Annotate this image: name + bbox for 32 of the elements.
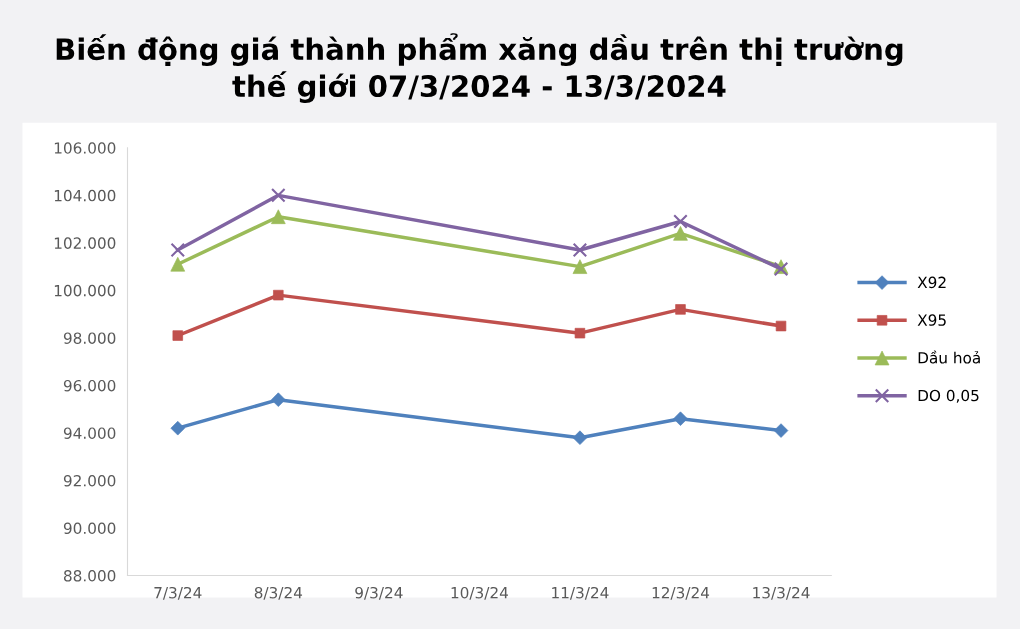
y-tick-label: 104.000 [54, 189, 116, 202]
point [273, 289, 284, 301]
y-tick-label: 102.000 [54, 237, 116, 249]
x-tick-label: 9/3/24 [355, 586, 403, 600]
legend-label: DO 0,05 [918, 389, 979, 403]
point [572, 430, 588, 445]
x-tick-label: 10/3/24 [451, 586, 508, 600]
y-tick-label: 96.000 [63, 379, 116, 392]
x-tick-label: 11/3/24 [552, 586, 609, 600]
x-tick-label: 12/3/24 [652, 586, 710, 600]
y-tick-label: 106.000 [54, 142, 116, 154]
y-tick-label: 92.000 [63, 474, 116, 487]
point [574, 327, 586, 339]
point [170, 242, 186, 258]
y-tick-label: 100.000 [54, 284, 116, 297]
chart-title: Biến động giá thành phẩm xăng dầu trên thị trường thế giới 07/3/2024 - 13/3/2024 [56, 33, 903, 103]
y-tick-label: 88.000 [63, 570, 116, 582]
y-tick-label: 90.000 [63, 522, 116, 535]
legend-label: X95 [917, 314, 946, 326]
x-tick-label: 7/3/24 [154, 586, 202, 600]
point [673, 214, 688, 229]
point [271, 209, 286, 225]
legend-label: X92 [917, 276, 946, 289]
point [271, 188, 286, 203]
x-tick-label: 8/3/24 [254, 586, 303, 600]
point [773, 423, 789, 438]
point [673, 411, 688, 426]
legend-label: Dầu hoả [918, 350, 980, 364]
y-tick-label: 94.000 [63, 427, 116, 439]
x-tick-label: 13/3/24 [753, 586, 810, 600]
point [572, 242, 588, 258]
y-tick-label: 98.000 [63, 332, 116, 344]
